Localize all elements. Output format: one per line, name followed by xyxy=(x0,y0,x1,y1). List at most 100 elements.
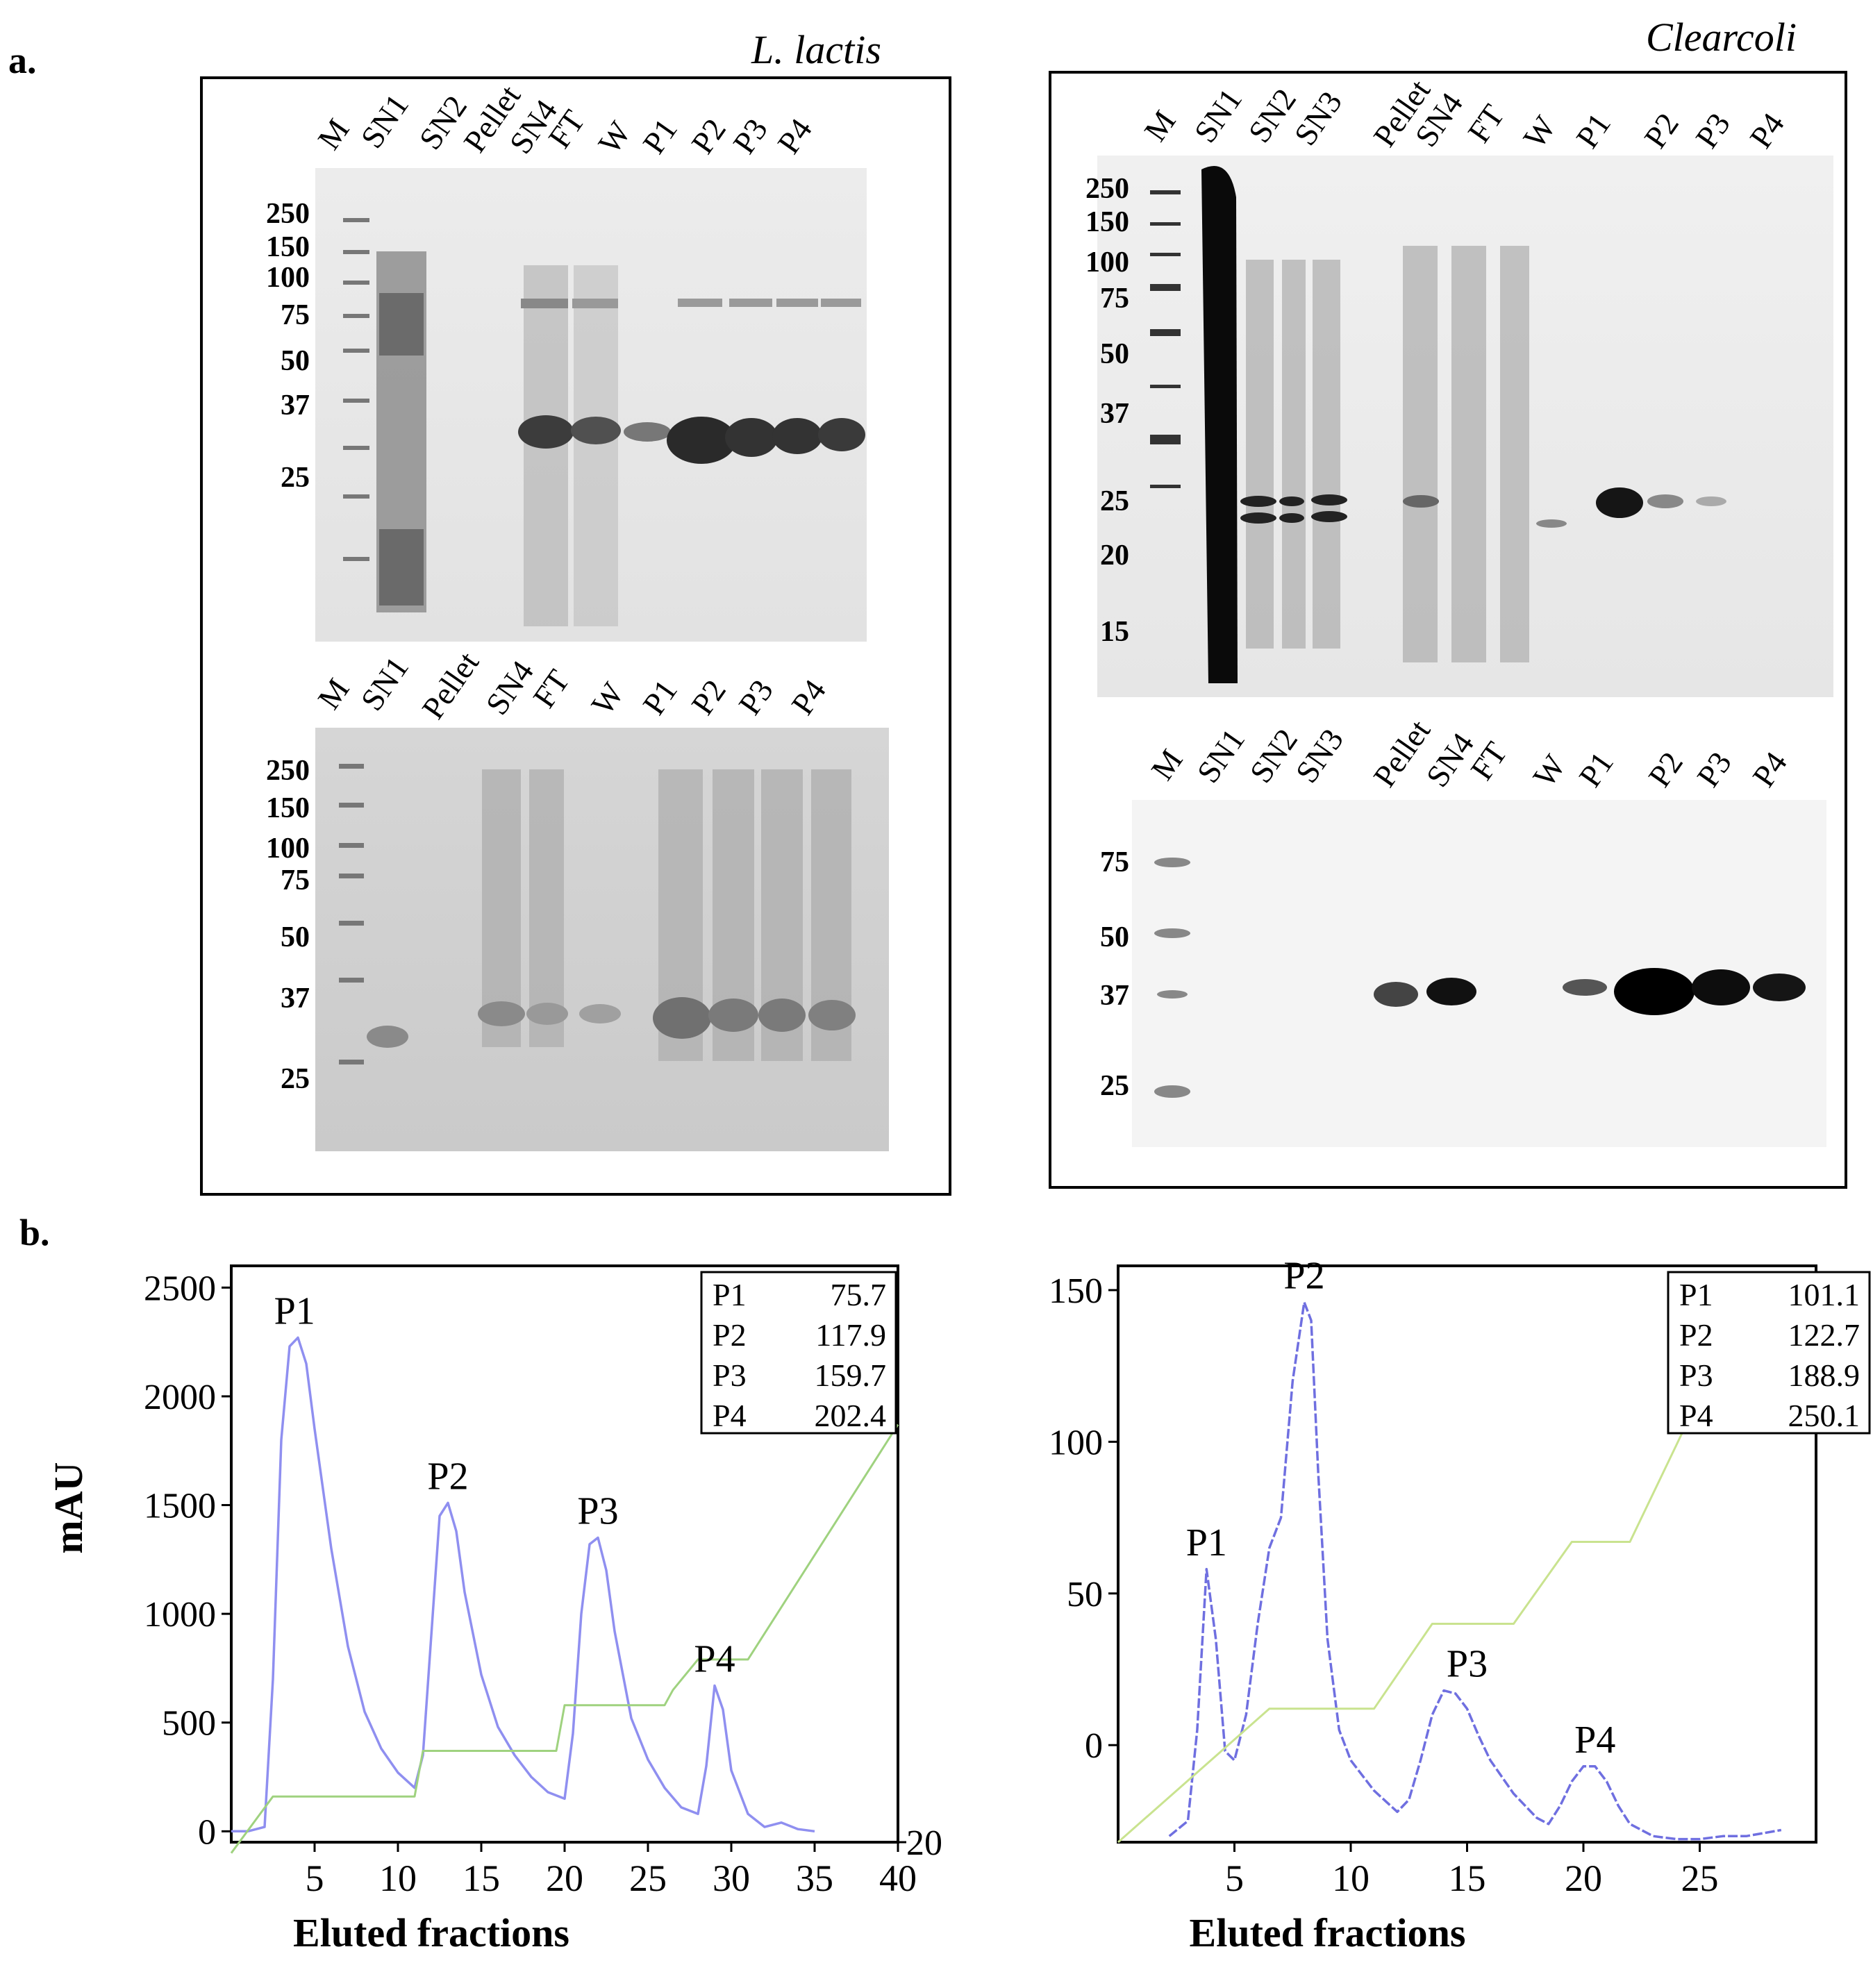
x-tick-label: 20 xyxy=(546,1857,583,1899)
chart-right: 5 10 15 20 25 0 50 100 150 Eluted fractions P1 P2 P3… xyxy=(1049,1254,1871,1955)
series-line-gradient xyxy=(1117,1371,1713,1844)
left-bottom-marker: 250 xyxy=(266,755,310,787)
left-top-marker: 37 xyxy=(281,390,310,421)
peak-table-name: P4 xyxy=(1679,1398,1713,1433)
series-line-absorbance xyxy=(231,1336,815,1833)
series-line-gradient xyxy=(230,1423,899,1854)
peak-table xyxy=(700,1271,897,1435)
y-tick-label: 0 xyxy=(198,1812,216,1852)
peak-table-name: P1 xyxy=(1679,1277,1713,1312)
peak-label: P4 xyxy=(694,1637,735,1680)
left-top-marker: 250 xyxy=(266,198,310,230)
left-top-marker: 150 xyxy=(266,231,310,263)
peak-label: P3 xyxy=(577,1490,618,1533)
left-bottom-gel-bands xyxy=(339,764,856,1064)
right-bottom-marker: 50 xyxy=(1100,921,1129,953)
left-bottom-marker: 75 xyxy=(281,864,310,896)
peak-table-name: P2 xyxy=(1679,1317,1713,1353)
x-axis-label: Eluted fractions xyxy=(293,1910,569,1955)
peak-label: P4 xyxy=(1574,1719,1615,1762)
x-tick-label: 30 xyxy=(713,1857,750,1899)
peak-table xyxy=(1667,1271,1871,1435)
x-tick-label: 15 xyxy=(463,1857,500,1899)
peak-table-value: 101.1 xyxy=(1788,1277,1860,1312)
peak-table-value: 75.7 xyxy=(831,1277,887,1312)
y-tick-label: 1500 xyxy=(144,1487,216,1526)
x-tick-label: 10 xyxy=(379,1857,417,1899)
right-bottom-gel xyxy=(1132,800,1826,1147)
peak-table-value: 159.7 xyxy=(815,1358,887,1393)
peak-table-name: P2 xyxy=(713,1317,747,1353)
right-top-gel xyxy=(1097,156,1833,697)
left-bottom-marker: 100 xyxy=(266,833,310,864)
x-tick-label: 5 xyxy=(306,1857,324,1899)
y-tick-label: 500 xyxy=(162,1704,216,1744)
right-top-marker: 150 xyxy=(1085,206,1129,238)
left-bottom-marker: 25 xyxy=(281,1063,310,1095)
left-top-gel xyxy=(315,168,867,642)
x-tick-label: 20 xyxy=(1565,1857,1602,1899)
peak-table-value: 117.9 xyxy=(815,1317,886,1353)
y-tick-label: 0 xyxy=(1085,1726,1103,1766)
right-top-marker: 250 xyxy=(1085,173,1129,205)
left-bottom-marker: 37 xyxy=(281,983,310,1014)
x-tick-label: 25 xyxy=(629,1857,667,1899)
y-tick-label: 100 xyxy=(1049,1423,1103,1462)
series-line-absorbance xyxy=(1168,1301,1782,1841)
x-tick-label: 5 xyxy=(1225,1857,1244,1899)
y-tick-label: 2000 xyxy=(144,1378,216,1417)
peak-label: P3 xyxy=(1447,1643,1488,1686)
x-tick-label: 35 xyxy=(796,1857,833,1899)
right-top-marker: 25 xyxy=(1100,485,1129,517)
right-bottom-marker: 25 xyxy=(1100,1070,1129,1102)
peak-label: P1 xyxy=(274,1289,315,1333)
peak-label: P2 xyxy=(1283,1254,1324,1297)
y-tick-label: 2500 xyxy=(144,1269,216,1308)
left-bottom-gel xyxy=(315,728,889,1151)
peak-table-value: 250.1 xyxy=(1788,1398,1860,1433)
y-tick-label: 150 xyxy=(1049,1271,1103,1311)
right-bottom-marker: 37 xyxy=(1100,980,1129,1012)
panel-b-label: b. xyxy=(19,1212,50,1253)
right-top-marker: 75 xyxy=(1100,283,1129,315)
x-tick-label: 40 xyxy=(879,1857,917,1899)
x-tick-label: 10 xyxy=(1332,1857,1370,1899)
left-bottom-marker: 150 xyxy=(266,792,310,824)
right-top-marker: 20 xyxy=(1100,540,1129,571)
x-tick-label: 15 xyxy=(1449,1857,1486,1899)
left-top-marker: 25 xyxy=(281,462,310,494)
peak-table-name: P1 xyxy=(713,1277,747,1312)
x-tick-label: 25 xyxy=(1681,1857,1719,1899)
peak-table-value: 202.4 xyxy=(815,1398,887,1433)
right-axis-label: 20 xyxy=(906,1823,942,1863)
right-top-marker: 15 xyxy=(1100,616,1129,648)
left-top-marker: 100 xyxy=(266,262,310,294)
right-top-marker: 100 xyxy=(1085,247,1129,278)
left-gel-frame xyxy=(200,76,951,1196)
peak-table-value: 122.7 xyxy=(1788,1317,1860,1353)
chart-left: 5 10 15 20 25 30 35 40 0 500 1000 1500 2000 2500 Elute… xyxy=(46,1264,942,1955)
peak-table-name: P4 xyxy=(713,1398,747,1433)
right-bottom-gel-bands xyxy=(1154,858,1806,1098)
peak-label: P1 xyxy=(1186,1521,1227,1564)
peak-table-value: 188.9 xyxy=(1788,1358,1860,1393)
panel-a-label: a. xyxy=(8,40,37,81)
right-top-gel-bands xyxy=(1150,166,1726,683)
left-top-gel-bands xyxy=(343,218,865,626)
left-top-marker: 50 xyxy=(281,345,310,377)
right-top-marker: 50 xyxy=(1100,338,1129,370)
peak-label: P2 xyxy=(427,1455,468,1498)
y-axis-label: mAU xyxy=(46,1462,91,1554)
right-gel-frame xyxy=(1049,71,1847,1189)
y-tick-label: 1000 xyxy=(144,1595,216,1635)
left-top-marker: 75 xyxy=(281,299,310,331)
species-label-right: Clearcoli xyxy=(1646,15,1797,60)
species-label-left: L. lactis xyxy=(751,27,881,72)
peak-table-name: P3 xyxy=(1679,1358,1713,1393)
peak-table-name: P3 xyxy=(713,1358,747,1393)
right-top-marker: 37 xyxy=(1100,398,1129,430)
y-tick-label: 50 xyxy=(1067,1575,1103,1614)
right-bottom-marker: 75 xyxy=(1100,846,1129,878)
left-bottom-marker: 50 xyxy=(281,921,310,953)
x-axis-label: Eluted fractions xyxy=(1190,1910,1466,1955)
